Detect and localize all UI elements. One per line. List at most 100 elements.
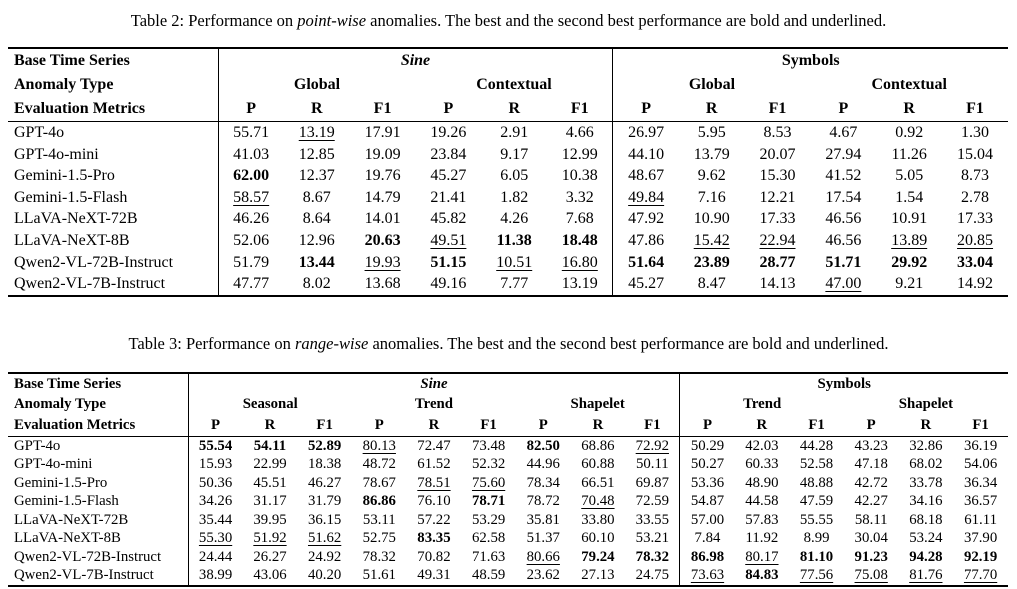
stub-anomaly-type: Anomaly Type [14,396,106,413]
metric-value: 36.57 [963,493,998,510]
metric-value: 51.64 [628,253,665,271]
table3-header: Base Time Series Sine Symbols Anomaly Type S… [8,372,1008,437]
value-cell: 14.13 [745,273,811,296]
metric-header-r: R [734,414,790,437]
metric-value: 14.79 [364,188,401,206]
stub-evaluation-metrics: Evaluation Metrics [8,414,188,437]
metric-value: 80.66 [526,548,560,565]
metric-value: 13.19 [298,124,335,141]
value-cell: 33.80 [571,511,626,530]
value-cell: 61.11 [953,511,1008,530]
metric-value: 83.35 [417,530,451,547]
metric-value: 78.32 [635,548,669,565]
metric-value: 5.95 [697,124,726,141]
table3-caption-prefix: Table 3: Performance on [128,333,295,353]
value-cell: 52.75 [352,529,407,548]
value-cell: 45.82 [415,208,481,230]
value-cell: 45.27 [415,165,481,187]
metric-header-r: R [876,97,943,122]
value-cell: 33.55 [625,511,680,530]
value-cell: 54.06 [953,455,1008,474]
metric-value: 13.79 [693,145,730,163]
value-cell: 60.88 [571,455,626,474]
metric-value: 55.54 [198,437,233,454]
metric-header-f1: F1 [953,414,1008,437]
value-cell: 79.24 [571,548,626,567]
metric-value: 15.93 [198,456,233,473]
metric-value: 68.02 [909,456,943,473]
metric-value: 1.30 [961,124,990,141]
value-cell: 42.03 [735,436,790,455]
value-cell: 75.08 [844,566,899,586]
value-cell: 21.41 [415,187,481,209]
value-cell: 11.38 [481,230,547,252]
metric-value: 75.60 [471,474,506,491]
metric-header-f1: F1 [547,97,613,122]
header-row-series: Base Time Series Sine Symbols [8,372,1008,395]
value-cell: 72.47 [407,436,462,455]
value-cell: 54.11 [243,436,298,455]
value-cell: 72.59 [625,492,680,511]
model-name-cell: GPT-4o-mini [14,456,93,473]
value-cell: 13.79 [679,144,745,166]
value-cell: 78.71 [461,492,516,511]
model-name-cell: Qwen2-VL-7B-Instruct [14,567,154,584]
model-name-cell: LLaVA-NeXT-72B [14,210,138,228]
metric-value: 53.11 [362,511,396,528]
value-cell: 1.54 [876,187,942,209]
value-cell: 60.10 [571,529,626,548]
value-cell: 60.33 [735,455,790,474]
value-cell: 91.23 [844,548,899,567]
metric-value: 78.51 [417,474,451,491]
metric-value: 13.19 [561,275,598,293]
metric-value: 78.32 [362,548,396,565]
value-cell: 19.93 [350,252,416,274]
metric-value: 26.97 [628,124,665,141]
value-cell: 47.86 [612,229,679,252]
metric-value: 45.51 [253,474,287,491]
value-cell: 37.90 [953,529,1008,548]
metric-header-p: P [515,414,571,437]
value-cell: 44.58 [735,492,790,511]
metric-value: 53.36 [690,474,725,491]
value-cell: 12.21 [745,187,811,209]
value-cell: 6.05 [481,165,547,187]
metric-value: 14.13 [759,275,796,293]
value-cell: 57.00 [679,510,735,530]
header-row-metrics: Evaluation Metrics P R F1 P R F1 P R F1 P R F1 P R F1 [8,414,1008,437]
metric-value: 8.73 [961,167,990,185]
value-cell: 34.26 [187,492,243,511]
value-cell: 10.91 [876,208,942,230]
metric-header-r: R [898,414,954,437]
metric-value: 48.72 [362,456,396,473]
metric-value: 35.44 [198,511,233,528]
metric-value: 54.87 [690,493,725,510]
metric-header-p: P [612,97,679,122]
subgroup-header-shapelet: Shapelet [570,396,625,413]
value-cell: 8.73 [942,165,1008,187]
metric-value: 7.84 [694,530,721,547]
stub-base-time-series: Base Time Series [14,375,122,392]
value-cell: 4.66 [547,122,613,144]
model-name-cell: Gemini-1.5-Flash [14,493,119,510]
metric-header-f1: F1 [297,414,352,437]
value-cell: 11.92 [735,529,790,548]
metric-value: 53.29 [471,511,506,528]
value-cell: 55.71 [217,121,284,144]
value-cell: 13.44 [284,252,350,274]
table-row: Gemini-1.5-Pro 62.00 12.37 19.76 45.27 6.05 10… [8,165,1008,187]
metric-value: 47.77 [233,275,270,293]
value-cell: 81.76 [899,566,954,586]
metric-value: 2.78 [961,188,990,206]
metric-value: 47.86 [628,231,665,249]
metric-value: 52.58 [799,456,834,473]
metric-value: 17.33 [759,210,796,228]
table-row: Qwen2-VL-72B-Instruct 24.44 26.27 24.92 78.3… [8,547,1008,567]
metric-value: 86.98 [690,548,725,565]
metric-value: 78.34 [526,474,560,491]
metric-value: 52.89 [307,437,342,454]
metric-value: 17.54 [825,188,862,206]
table-row: Gemini-1.5-Flash 58.57 8.67 14.79 21.41 1.82 3… [8,186,1008,209]
value-cell: 9.62 [679,165,745,187]
value-cell: 44.28 [789,436,844,455]
